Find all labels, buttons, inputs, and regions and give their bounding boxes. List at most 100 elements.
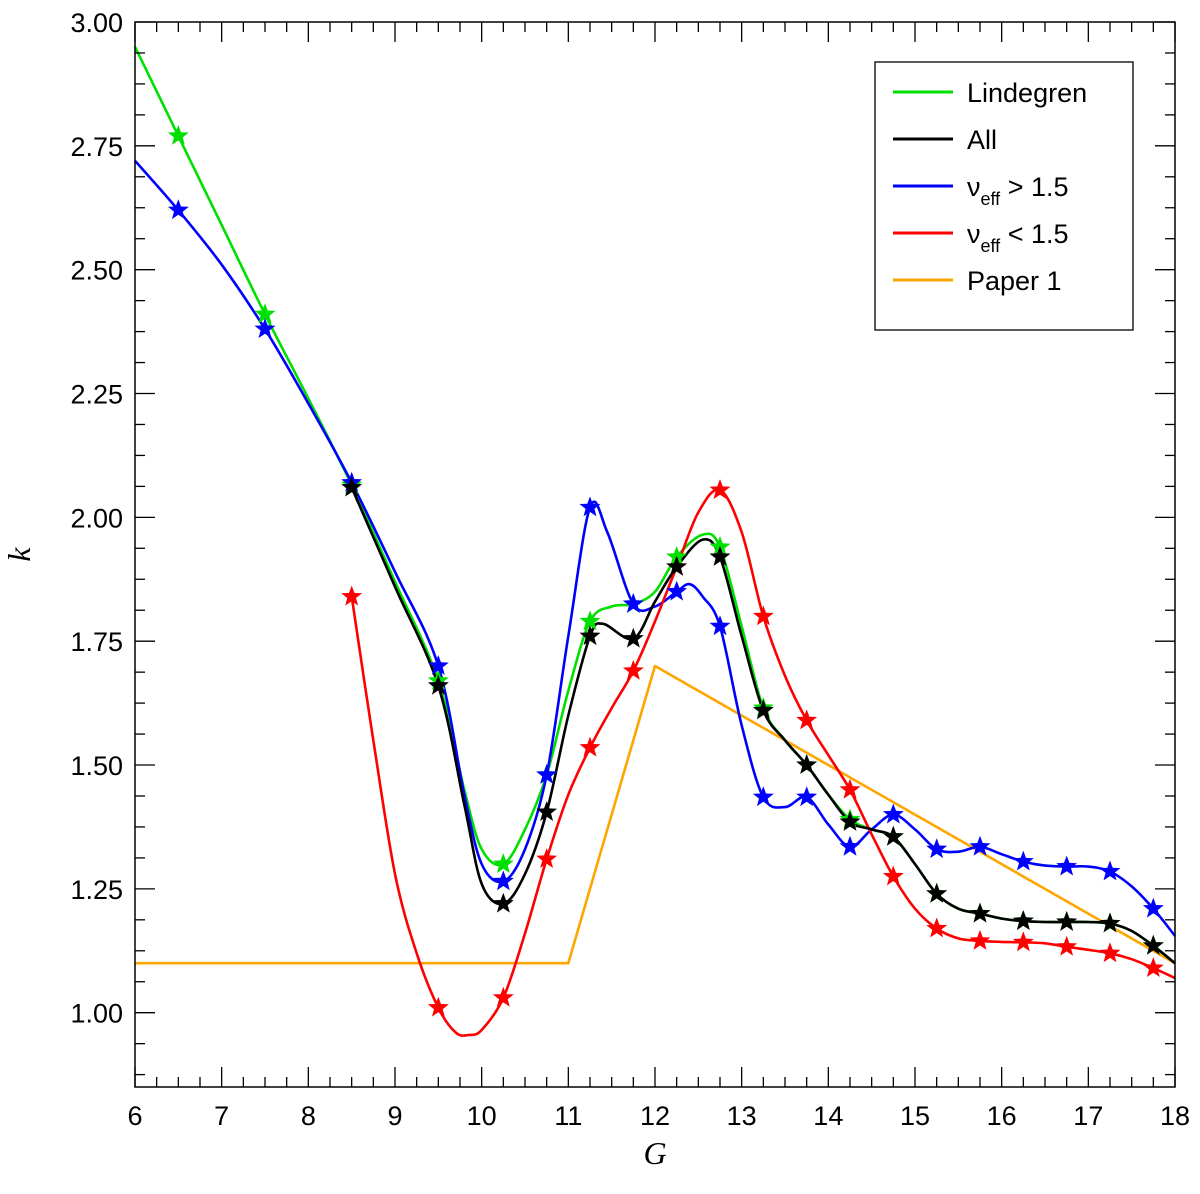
legend-label-3: νeff < 1.5 [967,219,1069,256]
x-tick-label: 11 [554,1101,582,1131]
y-tick-label: 1.75 [70,627,123,657]
series-line-2 [134,159,1177,937]
series-2-marker-13 [882,803,904,824]
series-2-marker-17 [1056,855,1078,876]
series-1-marker-5 [622,627,644,648]
series-2-marker-5 [536,763,558,784]
series-2-marker-8 [666,580,688,601]
series-1-marker-3 [536,801,558,821]
series-3-marker-2 [492,986,514,1007]
legend-label-suffix: < 1.5 [1000,219,1068,249]
y-tick-label: 1.50 [70,751,123,781]
x-tick-label: 10 [467,1101,497,1131]
series-1-marker-4 [579,625,601,646]
series-1-marker-2 [492,892,514,913]
y-axis-title: k [1,547,37,562]
series-1-marker-10 [839,811,861,831]
series-line-4 [135,664,1176,965]
series-3-marker-5 [622,659,644,680]
x-tick-label: 12 [640,1101,670,1131]
series-2-marker-18 [1099,860,1121,881]
legend-label-name: Paper 1 [967,266,1062,296]
legend-label-4: Paper 1 [967,266,1062,296]
series-2-marker-19 [1142,897,1164,918]
x-tick-label: 16 [987,1101,1017,1131]
y-tick-label: 1.25 [70,875,123,905]
series-3-marker-15 [1056,935,1078,956]
series-3-marker-10 [839,778,861,799]
series-3-marker-9 [796,709,818,730]
x-tick-label: 13 [727,1101,757,1131]
series-3-marker-3 [536,848,558,868]
series-1-marker-16 [1099,912,1121,933]
series-3-marker-1 [427,996,449,1017]
series-1-marker-11 [882,825,904,846]
series-1-marker-12 [926,882,948,903]
series-3-marker-16 [1099,942,1121,963]
series-1-marker-8 [752,699,774,720]
legend-label-1: All [967,125,997,155]
x-axis-title: G [643,1135,666,1171]
series-3-marker-7 [709,479,731,499]
legend-label-subscript: eff [981,189,1002,209]
legend-label-name: All [967,125,997,155]
x-tick-label: 7 [214,1101,229,1131]
series-0-marker-6 [579,610,601,631]
series-2-marker-7 [622,593,644,613]
y-tick-label: 2.75 [70,132,123,162]
y-tick-label: 2.25 [70,380,123,410]
x-tick-label: 18 [1160,1101,1190,1131]
x-tick-label: 8 [301,1101,316,1131]
legend-label-suffix: > 1.5 [1000,172,1068,202]
series-2-marker-0 [167,199,189,220]
series-3-marker-0 [341,585,363,606]
series-1-marker-0 [341,476,363,497]
series-3-marker-13 [969,929,991,950]
legend-label-name: ν [967,219,981,249]
legend-label-subscript: eff [981,236,1002,256]
series-2-marker-4 [492,870,514,891]
series-1-marker-13 [969,902,991,923]
legend-box [874,61,1134,331]
series-markers [167,124,1164,1017]
series-2-marker-12 [839,835,861,856]
series-2-marker-14 [926,838,948,859]
series-3-marker-11 [882,865,904,886]
x-tick-label: 15 [900,1101,930,1131]
series-1-marker-6 [666,555,688,576]
y-tick-label: 3.00 [70,8,123,38]
series-3-marker-17 [1142,957,1164,977]
series-0-marker-1 [254,303,276,324]
series-1-marker-15 [1056,911,1078,931]
series-2-marker-6 [579,496,601,517]
x-tick-label: 9 [387,1101,402,1131]
series-2-marker-10 [752,786,774,807]
legend-label-name: ν [967,172,981,202]
series-2-marker-16 [1012,850,1034,871]
x-tick-label: 14 [813,1101,843,1131]
y-tick-label: 2.50 [70,256,123,286]
series-3-marker-4 [579,736,601,757]
axis-ticks [134,21,1176,1087]
y-tick-label: 1.00 [70,999,123,1029]
series-0-marker-8 [666,546,688,566]
series-2-marker-3 [427,655,449,675]
series-2-marker-15 [969,835,991,856]
series-0-marker-4 [492,853,514,873]
series-line-3 [350,488,1176,1037]
legend-label-name: Lindegren [967,78,1087,108]
series-1-marker-9 [796,754,818,774]
series-3-marker-14 [1012,931,1034,952]
series-3-marker-8 [752,605,774,626]
series-1-marker-14 [1012,910,1034,930]
series-2-marker-9 [709,615,731,636]
series-3-marker-12 [926,917,948,938]
x-tick-label: 17 [1073,1101,1103,1131]
series-1-marker-1 [427,674,449,695]
series-0-marker-0 [167,124,189,145]
x-tick-label: 6 [127,1101,142,1131]
series-2-marker-1 [254,318,276,338]
series-2-marker-11 [796,786,818,807]
